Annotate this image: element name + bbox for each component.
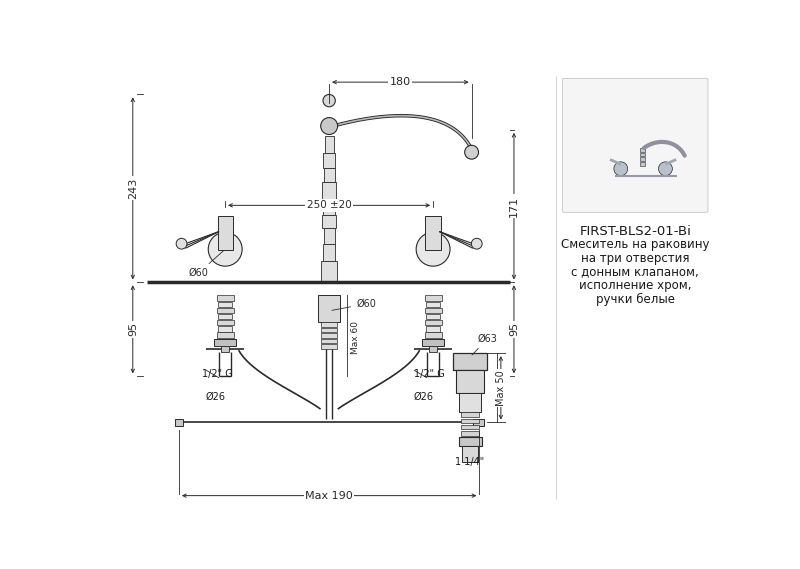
Bar xyxy=(461,419,479,423)
Text: Max 60: Max 60 xyxy=(350,321,360,354)
Bar xyxy=(473,419,484,426)
Text: Ø60: Ø60 xyxy=(188,251,223,278)
Bar xyxy=(217,308,234,313)
Bar xyxy=(218,326,232,332)
Bar xyxy=(322,182,336,199)
Bar xyxy=(422,339,444,347)
Bar xyxy=(222,347,229,352)
Text: 171: 171 xyxy=(509,196,519,217)
Bar xyxy=(318,295,340,323)
Bar xyxy=(217,320,234,325)
Bar xyxy=(175,419,183,426)
Text: Max 190: Max 190 xyxy=(306,490,353,501)
Bar xyxy=(459,393,481,413)
Bar xyxy=(461,425,479,430)
Text: 250 ±20: 250 ±20 xyxy=(306,200,351,211)
Bar xyxy=(214,339,236,347)
Bar xyxy=(425,295,442,301)
Bar xyxy=(218,216,233,250)
Text: Смеситель на раковину: Смеситель на раковину xyxy=(561,238,710,251)
Bar xyxy=(640,157,645,161)
Text: 180: 180 xyxy=(390,77,411,87)
Bar xyxy=(425,332,442,338)
Text: Ø60: Ø60 xyxy=(332,299,376,310)
Bar xyxy=(640,152,645,156)
Bar xyxy=(430,347,437,352)
Bar xyxy=(426,216,441,250)
Bar xyxy=(640,148,645,152)
Bar xyxy=(218,314,232,319)
Bar xyxy=(322,333,337,338)
Text: с донным клапаном,: с донным клапаном, xyxy=(571,265,699,278)
Bar xyxy=(458,437,482,446)
Bar xyxy=(425,308,442,313)
Bar xyxy=(322,323,337,327)
Bar xyxy=(462,446,478,462)
Bar xyxy=(322,215,336,228)
Text: Ø26: Ø26 xyxy=(206,391,226,402)
Circle shape xyxy=(323,94,335,107)
Text: 95: 95 xyxy=(128,322,138,336)
Circle shape xyxy=(658,162,672,176)
Text: ручки белые: ручки белые xyxy=(596,293,674,306)
Bar xyxy=(456,370,484,393)
Bar xyxy=(640,162,645,166)
Bar xyxy=(426,314,440,319)
Text: FIRST-BLS2-01-Bi: FIRST-BLS2-01-Bi xyxy=(579,225,691,238)
Bar xyxy=(461,431,479,436)
Circle shape xyxy=(208,232,242,266)
Circle shape xyxy=(471,238,482,249)
Bar xyxy=(461,413,479,417)
Text: на три отверстия: на три отверстия xyxy=(581,251,690,265)
FancyBboxPatch shape xyxy=(562,79,708,212)
Text: 1 1/4": 1 1/4" xyxy=(455,457,485,467)
Bar xyxy=(217,295,234,301)
Bar xyxy=(218,302,232,307)
Bar xyxy=(322,339,337,343)
Bar xyxy=(322,344,337,349)
Circle shape xyxy=(321,118,338,134)
Circle shape xyxy=(614,162,628,176)
Circle shape xyxy=(465,145,478,159)
Bar xyxy=(217,332,234,338)
Text: Max 50: Max 50 xyxy=(496,370,506,406)
Bar xyxy=(426,302,440,307)
Text: Ø63: Ø63 xyxy=(472,333,498,355)
Text: исполнение хром,: исполнение хром, xyxy=(579,279,691,292)
Text: 1/2" G: 1/2" G xyxy=(202,369,233,378)
Text: 243: 243 xyxy=(128,178,138,199)
Bar xyxy=(453,353,487,370)
Text: 95: 95 xyxy=(509,322,519,336)
Bar xyxy=(323,244,335,261)
Circle shape xyxy=(416,232,450,266)
Text: 1/2" G: 1/2" G xyxy=(414,369,445,378)
Bar xyxy=(324,168,334,182)
Bar xyxy=(425,320,442,325)
Circle shape xyxy=(176,238,187,249)
Bar xyxy=(324,228,334,244)
Bar xyxy=(322,261,337,282)
Bar xyxy=(322,328,337,332)
Bar xyxy=(426,326,440,332)
Bar xyxy=(323,153,335,168)
Bar xyxy=(325,136,334,153)
Bar xyxy=(323,199,335,215)
Text: Ø26: Ø26 xyxy=(414,391,434,402)
